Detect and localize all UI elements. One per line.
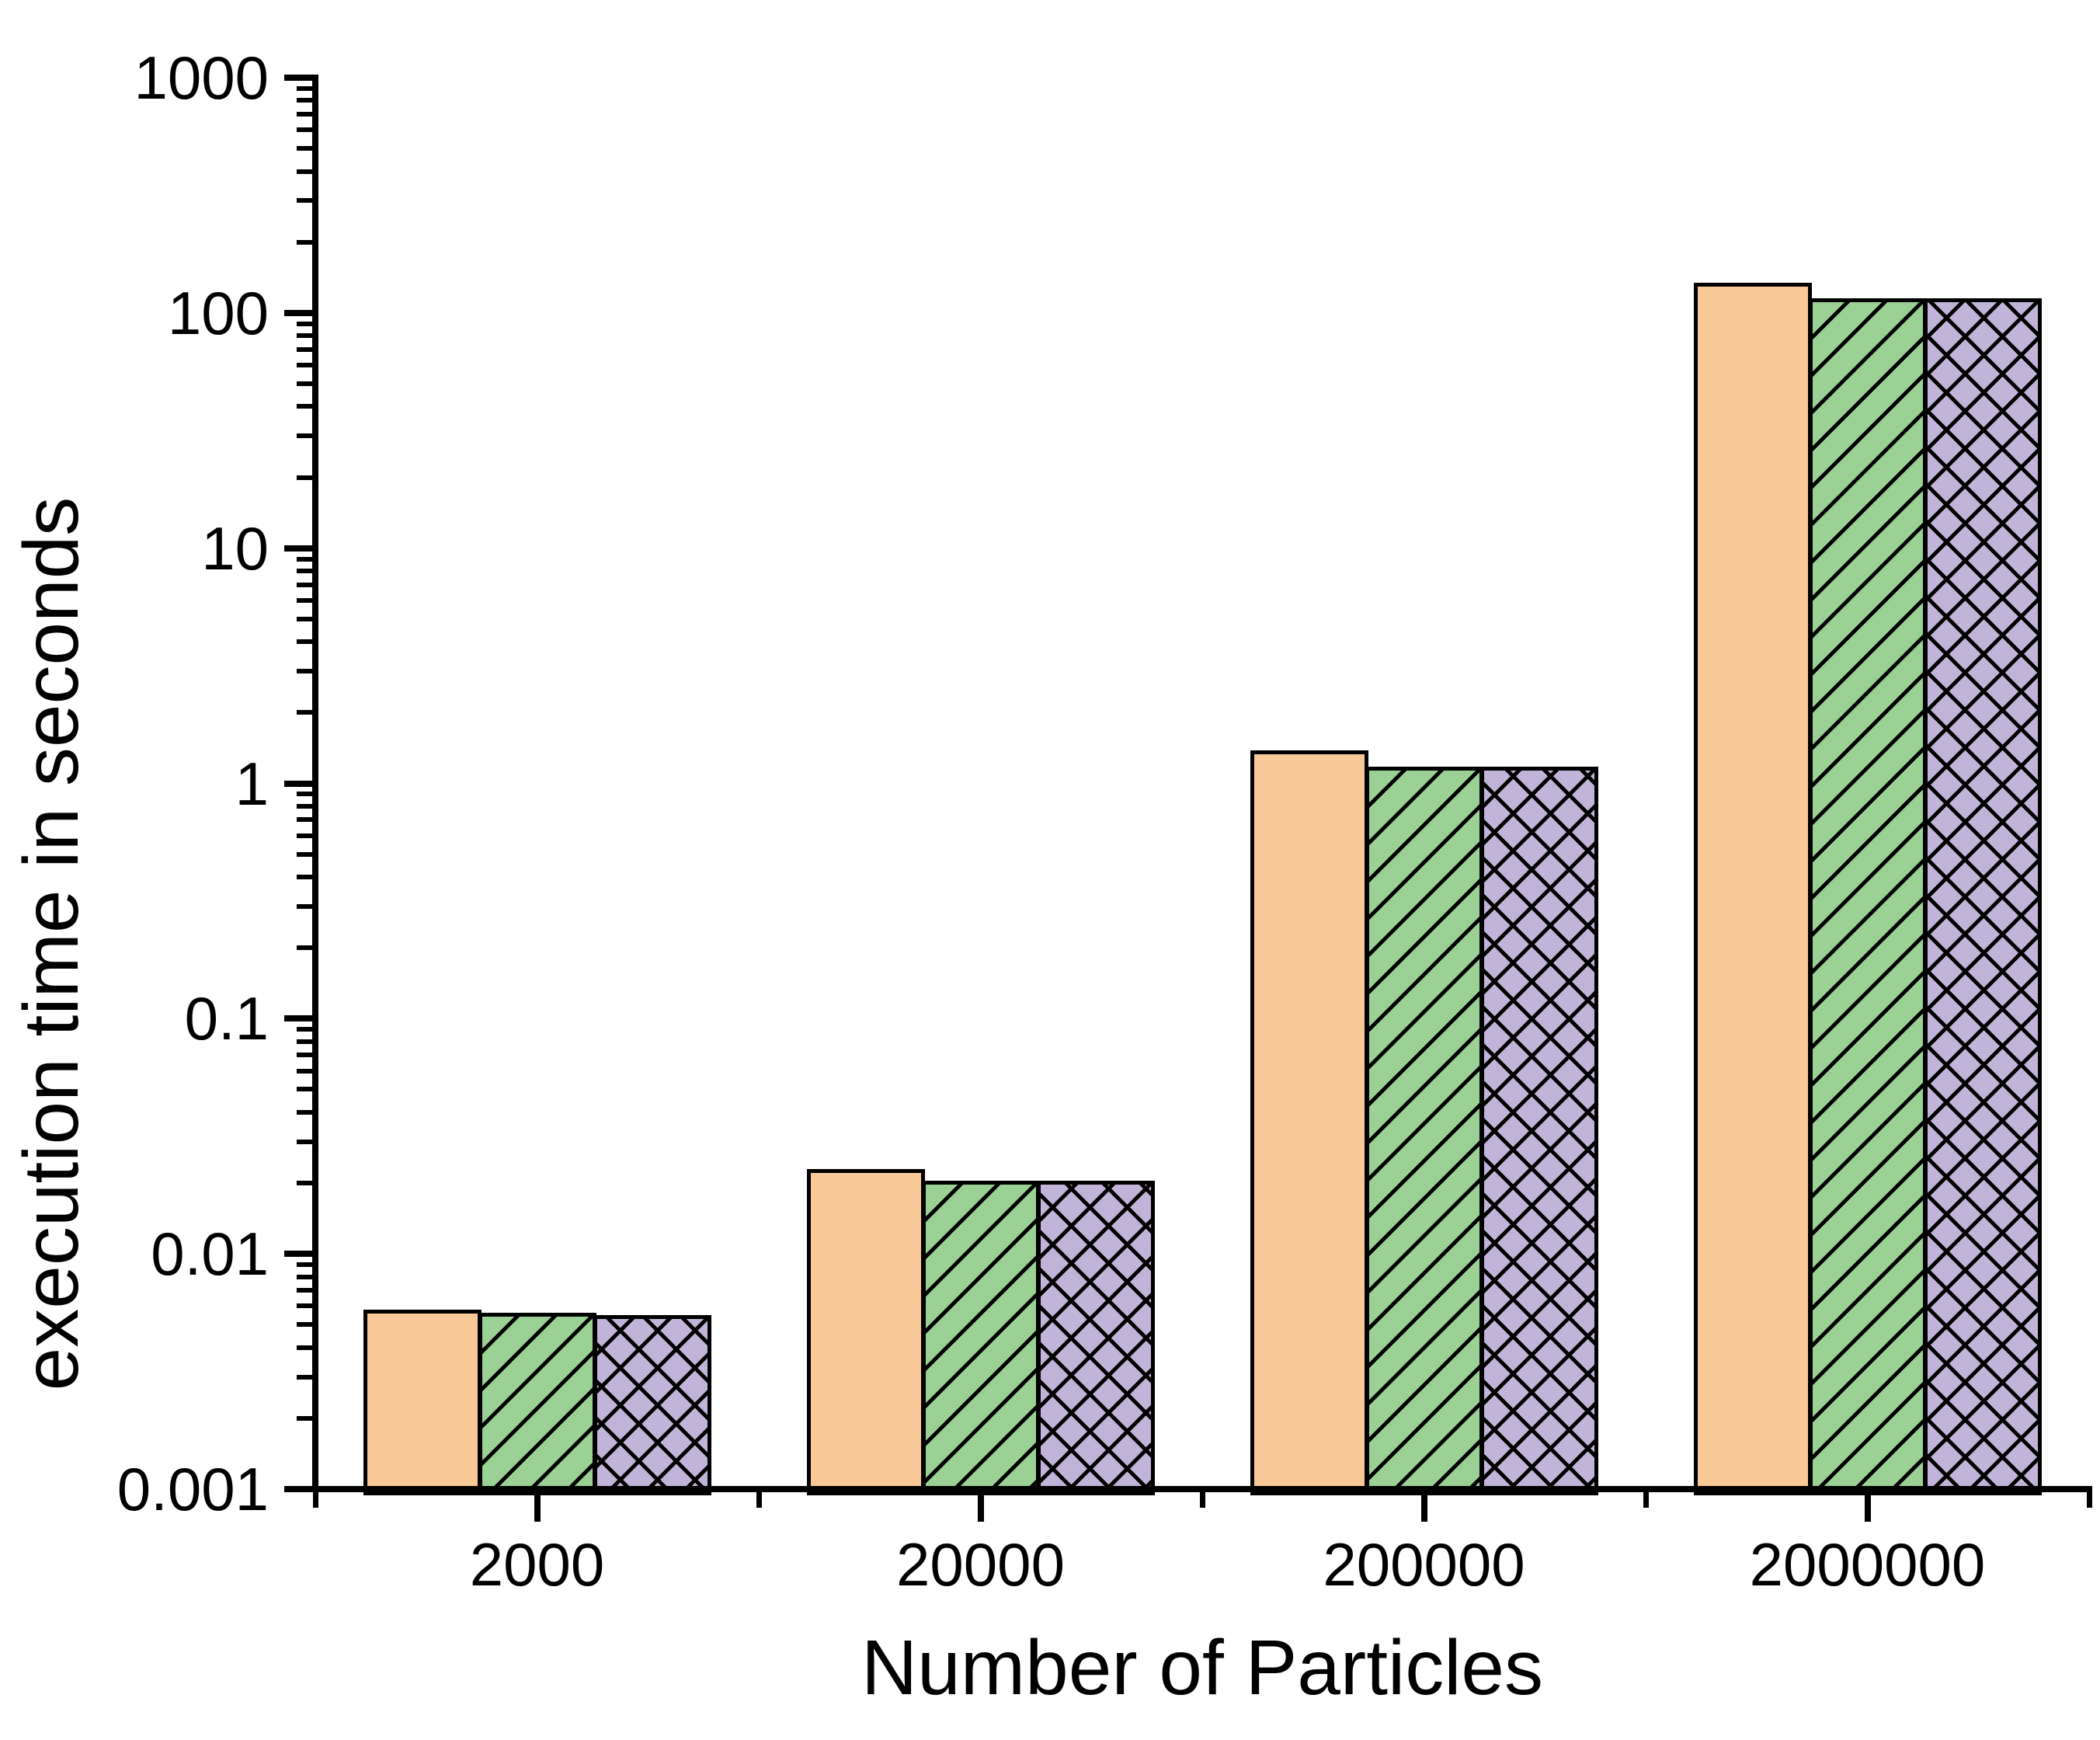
y-minor-tick: [297, 1262, 317, 1268]
y-minor-tick: [297, 98, 317, 103]
y-tick-label: 10: [201, 513, 269, 583]
y-minor-tick: [297, 669, 317, 673]
x-major-tick: [1420, 1488, 1427, 1522]
y-minor-tick: [297, 710, 317, 715]
y-minor-tick: [297, 945, 317, 951]
y-minor-tick: [297, 851, 317, 857]
y-minor-tick: [297, 1374, 317, 1380]
y-major-tick: [284, 780, 317, 787]
bar-green-diagonal-hatch-200000: [1365, 766, 1483, 1495]
y-major-tick: [284, 75, 317, 81]
y-tick-label: 100: [167, 278, 269, 347]
x-tick-label: 200000: [1323, 1530, 1525, 1599]
y-minor-tick: [297, 127, 317, 133]
y-minor-tick: [297, 346, 317, 352]
y-minor-tick: [297, 1274, 317, 1279]
y-minor-tick: [297, 321, 317, 326]
bar-purple-cross-hatch-2000000: [1923, 298, 2042, 1495]
y-minor-tick: [297, 1322, 317, 1328]
y-tick-label: 0.01: [151, 1220, 269, 1289]
y-minor-tick: [297, 792, 317, 797]
y-tick-label: 1: [235, 749, 269, 818]
bar-purple-cross-hatch-2000: [593, 1314, 711, 1495]
y-tick-label: 1000: [134, 44, 269, 112]
y-minor-tick: [297, 1303, 317, 1309]
bar-orange-solid-200000: [1250, 750, 1368, 1495]
x-major-tick: [534, 1488, 541, 1522]
y-minor-tick: [297, 169, 317, 174]
y-minor-tick: [297, 433, 317, 439]
y-major-tick: [284, 1015, 317, 1022]
bar-purple-cross-hatch-200000: [1479, 766, 1598, 1495]
x-minor-tick: [1199, 1488, 1205, 1508]
y-minor-tick: [297, 111, 317, 117]
y-minor-tick: [297, 817, 317, 823]
y-minor-tick: [297, 363, 317, 368]
y-minor-tick: [297, 475, 317, 480]
y-minor-tick: [297, 1053, 317, 1058]
y-minor-tick: [297, 639, 317, 645]
y-minor-tick: [297, 1139, 317, 1144]
x-major-tick: [1864, 1488, 1871, 1522]
x-axis-title: Number of Particles: [861, 1624, 1544, 1711]
x-minor-tick: [312, 1488, 318, 1508]
y-minor-tick: [297, 569, 317, 573]
x-minor-tick: [2086, 1488, 2092, 1508]
y-minor-tick: [297, 1181, 317, 1185]
y-minor-tick: [297, 1087, 317, 1092]
bar-orange-solid-2000: [363, 1309, 482, 1495]
bar-green-diagonal-hatch-2000000: [1808, 298, 1927, 1495]
x-tick-label: 20000: [896, 1530, 1065, 1599]
y-minor-tick: [297, 582, 317, 587]
y-major-tick: [284, 1251, 317, 1258]
y-tick-label: 0.001: [116, 1455, 269, 1523]
y-major-tick: [284, 309, 317, 316]
y-minor-tick: [297, 1415, 317, 1421]
y-minor-tick: [297, 381, 317, 386]
y-minor-tick: [297, 556, 317, 562]
bar-orange-solid-20000: [806, 1168, 925, 1495]
bar-purple-cross-hatch-20000: [1036, 1180, 1155, 1495]
x-minor-tick: [1643, 1488, 1649, 1508]
bar-green-diagonal-hatch-2000: [478, 1313, 596, 1495]
y-tick-label: 0.1: [184, 984, 269, 1053]
y-minor-tick: [297, 1345, 317, 1350]
y-minor-tick: [297, 333, 317, 339]
y-minor-tick: [297, 875, 317, 879]
y-minor-tick: [297, 597, 317, 603]
y-minor-tick: [297, 803, 317, 809]
bar-orange-solid-2000000: [1693, 283, 1812, 1495]
bar-green-diagonal-hatch-20000: [921, 1180, 1040, 1495]
y-minor-tick: [297, 146, 317, 151]
y-minor-tick: [297, 85, 317, 91]
y-minor-tick: [297, 1288, 317, 1293]
y-minor-tick: [297, 903, 317, 909]
x-tick-label: 2000: [469, 1530, 605, 1599]
y-minor-tick: [297, 1068, 317, 1074]
y-minor-tick: [297, 1027, 317, 1032]
x-tick-label: 2000000: [1749, 1530, 1986, 1599]
y-major-tick: [284, 1486, 317, 1492]
y-minor-tick: [297, 616, 317, 621]
y-major-tick: [284, 545, 317, 552]
y-minor-tick: [297, 198, 317, 204]
x-minor-tick: [756, 1488, 762, 1508]
y-minor-tick: [297, 833, 317, 838]
y-minor-tick: [297, 1109, 317, 1115]
y-minor-tick: [297, 404, 317, 409]
x-major-tick: [977, 1488, 984, 1522]
y-minor-tick: [297, 239, 317, 245]
y-minor-tick: [297, 1039, 317, 1044]
